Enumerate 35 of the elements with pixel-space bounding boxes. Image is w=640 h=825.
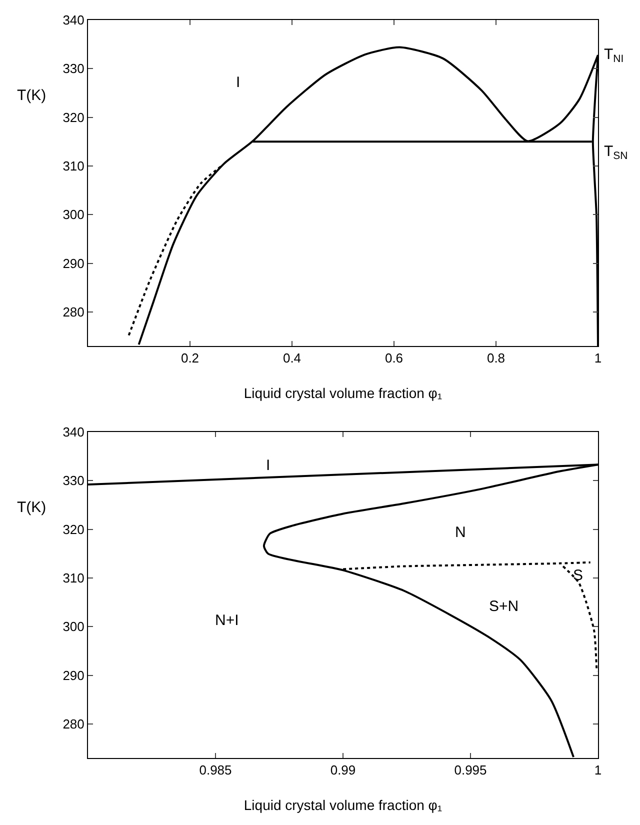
x-tick-label: 1	[594, 350, 602, 366]
x-tick-label: 0.6	[384, 350, 404, 366]
y-tick-label: 310	[62, 158, 84, 174]
annotation: I	[266, 457, 270, 474]
x-tick-label: 0.985	[199, 762, 232, 778]
y-tick-label: 340	[62, 12, 84, 28]
y-tick-label: 300	[62, 207, 84, 222]
y-tick-label: 290	[62, 668, 84, 683]
y-tick-label: 340	[62, 424, 84, 440]
x-tick-label: 0.4	[282, 350, 302, 366]
x-tick-label: 0.995	[454, 762, 487, 778]
x-tick-label: 1	[594, 762, 602, 778]
x-tick-label: 0.8	[486, 350, 506, 366]
y-tick-label: 280	[62, 716, 84, 732]
y-tick-label: 310	[62, 570, 84, 586]
annotation: I	[236, 74, 240, 91]
x-axis-title: Liquid crystal volume fraction φ₁	[244, 385, 442, 401]
x-tick-label: 0.99	[330, 762, 356, 778]
annotation: N	[455, 524, 466, 541]
y-tick-label: 320	[62, 110, 84, 125]
annotation: T$_{NI}$	[604, 46, 624, 66]
y-tick-label: 320	[62, 522, 84, 537]
annotation: S+N	[489, 598, 519, 615]
y-axis-title: T(K)	[17, 499, 46, 516]
x-tick-label: 0.2	[180, 350, 200, 366]
y-tick-label: 290	[62, 256, 84, 271]
y-tick-label: 330	[62, 473, 84, 488]
x-axis-title: Liquid crystal volume fraction φ₁	[244, 797, 442, 813]
y-tick-label: 280	[62, 304, 84, 320]
annotation: T$_{SN}$	[604, 143, 628, 162]
annotation: N+I	[215, 612, 239, 629]
y-tick-label: 300	[62, 619, 84, 634]
y-axis-title: T(K)	[17, 87, 46, 104]
y-tick-label: 330	[62, 61, 84, 76]
annotation: S	[573, 567, 584, 584]
